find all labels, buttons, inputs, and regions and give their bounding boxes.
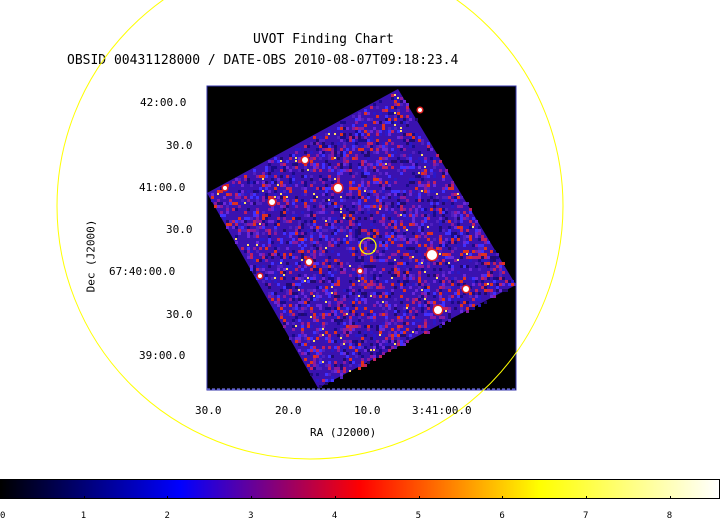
y-tick-label: 30.0 — [166, 223, 193, 236]
colorbar-tick — [167, 496, 169, 499]
chart-subtitle: OBSID 00431128000 / DATE-OBS 2010-08-07T… — [67, 53, 459, 68]
y-tick-label: 30.0 — [166, 139, 193, 152]
colorbar-tick — [669, 496, 671, 499]
image-frame — [206, 85, 517, 391]
colorbar-tick — [418, 496, 420, 499]
x-tick-label: 10.0 — [354, 404, 381, 417]
colorbar-tick-label: 1 — [80, 511, 87, 521]
colorbar-tick — [0, 496, 1, 499]
x-tick-label: 3:41:00.0 — [412, 404, 472, 417]
y-axis-label: Dec (J2000) — [84, 219, 98, 293]
noise-pixels — [211, 94, 516, 388]
colorbar-tick-label: 6 — [499, 511, 505, 521]
bright-sources — [221, 106, 471, 316]
colorbar-tick-label: 7 — [583, 511, 589, 521]
target-circle — [359, 237, 377, 255]
colorbar-tick-label: 3 — [248, 511, 254, 521]
field-of-view-circle — [56, 0, 564, 460]
y-tick-label: 39:00.0 — [139, 349, 186, 362]
x-axis-label: RA (J2000) — [310, 426, 377, 439]
colorbar-tick — [83, 496, 85, 499]
colorbar — [0, 479, 720, 499]
colorbar-tick — [586, 496, 588, 499]
colorbar-tick-label: 5 — [415, 511, 422, 521]
colorbar-tick — [334, 496, 336, 499]
x-tick-label: 30.0 — [195, 404, 222, 417]
y-tick-label: 41:00.0 — [139, 181, 186, 194]
colorbar-tick-label: 0 — [0, 511, 6, 521]
y-tick-label: 30.0 — [166, 308, 193, 321]
colorbar-tick-label: 8 — [666, 511, 673, 521]
x-tick-label: 20.0 — [275, 404, 302, 417]
chart-title: UVOT Finding Chart — [253, 32, 394, 47]
colorbar-tick — [251, 496, 253, 499]
colorbar-tick-label: 4 — [331, 511, 338, 521]
colorbar-tick — [502, 496, 504, 499]
y-tick-label: 67:40:00.0 — [109, 265, 176, 278]
y-tick-label: 42:00.0 — [140, 96, 187, 109]
colorbar-tick-label: 2 — [164, 511, 170, 521]
finding-chart — [56, 0, 564, 460]
